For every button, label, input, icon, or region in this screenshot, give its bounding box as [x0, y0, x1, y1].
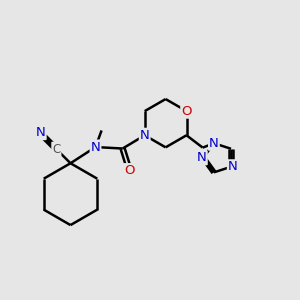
Text: O: O: [124, 164, 134, 177]
Text: N: N: [91, 141, 100, 154]
Text: O: O: [181, 105, 192, 118]
Text: N: N: [228, 160, 238, 173]
Text: N: N: [197, 151, 207, 164]
Text: N: N: [209, 137, 219, 150]
Text: N: N: [140, 129, 150, 142]
Text: N: N: [36, 126, 46, 139]
Text: C: C: [52, 142, 61, 156]
